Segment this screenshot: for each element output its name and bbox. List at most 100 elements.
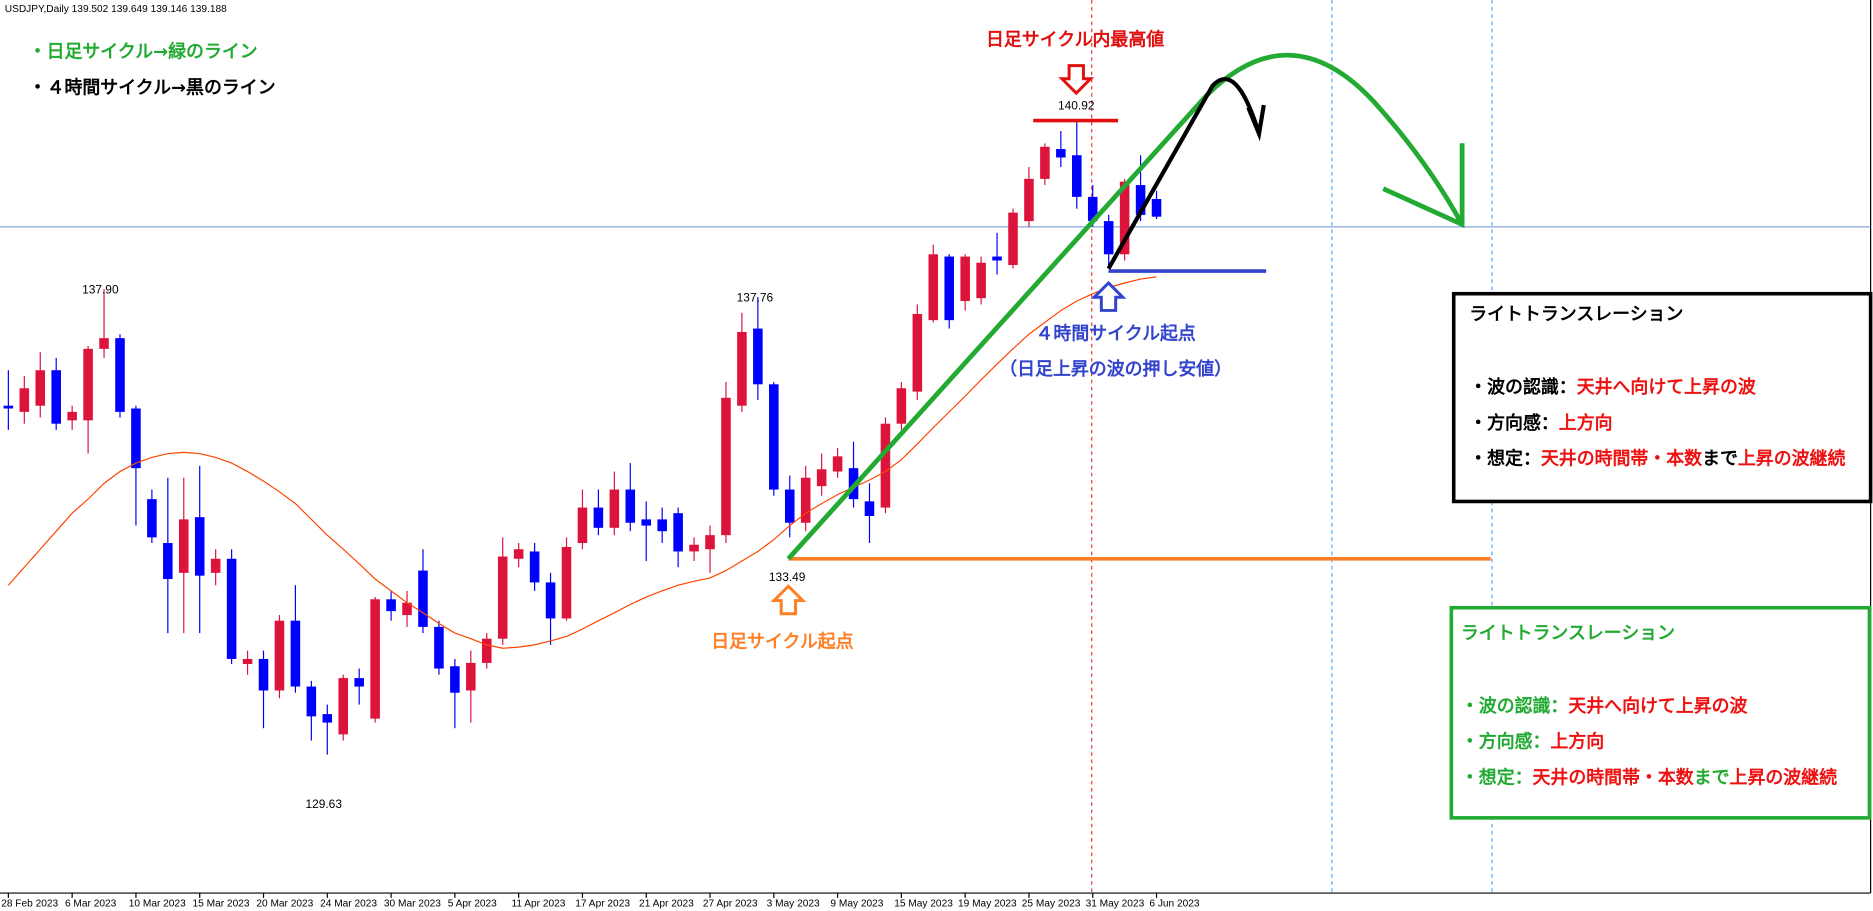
candle-body	[370, 599, 380, 719]
candle-body	[147, 499, 157, 538]
candle-body	[816, 469, 827, 487]
candle-body	[338, 678, 349, 735]
candle-body	[976, 262, 986, 299]
box-title: ライトトランスレーション	[1461, 623, 1675, 644]
candle-body	[497, 556, 508, 639]
candle-body	[242, 658, 253, 665]
box-segment: 上昇の波継続	[1738, 448, 1846, 470]
up-arrow	[770, 584, 807, 616]
x-tick-label: 5 Apr 2023	[448, 899, 497, 910]
candle-body	[67, 411, 77, 421]
note: ・４時間サイクル→黒のライン	[29, 77, 276, 98]
box-segment: ・想定：	[1469, 448, 1541, 470]
candle-body	[593, 507, 604, 528]
candle-body	[657, 519, 667, 532]
candle-body	[163, 543, 173, 580]
x-tick-label: 6 Mar 2023	[65, 899, 117, 910]
candle-body	[226, 558, 237, 659]
candle-body	[178, 519, 189, 573]
box-line: ・想定：天井の時間帯・本数まで上昇の波継続	[1469, 448, 1845, 470]
box-line: ・波の認識：天井へ向けて上昇の波	[1469, 376, 1756, 398]
x-tick-label: 3 May 2023	[767, 899, 820, 910]
candle-body	[1024, 178, 1034, 222]
candle-body	[274, 620, 285, 691]
candle-body	[131, 408, 141, 469]
candle-body	[513, 549, 524, 559]
candle-body	[1103, 221, 1114, 255]
box-line: ・方向感：上方向	[1469, 412, 1612, 434]
candle-body	[1135, 185, 1146, 215]
candle-body	[737, 331, 747, 406]
h4-cycle-line	[1106, 77, 1266, 270]
candle-body	[1072, 155, 1082, 197]
x-tick-label: 27 Apr 2023	[703, 899, 758, 910]
x-tick-label: 6 Jun 2023	[1149, 899, 1200, 910]
annotations	[770, 52, 1873, 820]
x-tick-label: 15 Mar 2023	[193, 899, 250, 910]
info-box	[1451, 291, 1873, 504]
candle-body	[1151, 199, 1162, 217]
moving-average	[7, 276, 1157, 649]
candle-body	[1056, 149, 1066, 158]
info-box	[1449, 605, 1872, 820]
down-arrow	[1058, 64, 1095, 96]
candle-body	[481, 638, 492, 663]
candle-body	[386, 599, 396, 612]
candle-body	[210, 558, 221, 573]
x-tick-label: 25 May 2023	[1022, 899, 1081, 910]
box-segment: まで	[1694, 767, 1730, 788]
x-tick-label: 11 Apr 2023	[511, 899, 565, 910]
price-label: 137.90	[82, 282, 119, 296]
candle-body	[1008, 212, 1018, 265]
candle-body	[354, 678, 364, 687]
box-segment: 上方向	[1550, 731, 1604, 753]
note: ・日足サイクル→緑のライン	[29, 41, 258, 63]
candle-body	[529, 551, 540, 583]
box-segment: ・波の認識：	[1469, 376, 1576, 398]
box-segment: ・方向感：	[1469, 412, 1559, 434]
candle-body	[705, 535, 715, 550]
plot-area	[3, 119, 1162, 898]
box-line: ・方向感：上方向	[1461, 731, 1604, 753]
x-tick-label: 9 May 2023	[830, 899, 883, 910]
candle-body	[115, 338, 125, 412]
candle-body	[19, 388, 30, 412]
price-label: 129.63	[305, 797, 342, 811]
candle-body	[322, 714, 333, 723]
candle-body	[960, 256, 970, 302]
candle-body	[99, 338, 109, 349]
candle-body	[912, 313, 923, 392]
candle-body	[418, 570, 428, 627]
candle-body	[784, 489, 795, 523]
x-tick-label: 28 Feb 2023	[1, 899, 58, 910]
x-tick-label: 15 May 2023	[894, 899, 953, 910]
candle-body	[450, 666, 460, 693]
candle-body	[673, 513, 683, 552]
candle-body	[3, 405, 14, 409]
box-segment: 天井へ向けて上昇の波	[1568, 695, 1747, 717]
box-title: ライトトランスレーション	[1469, 304, 1683, 325]
box-segment: ・方向感：	[1461, 731, 1551, 753]
box-segment: 上昇の波継続	[1730, 766, 1838, 788]
price-label: 140.92	[1058, 98, 1095, 112]
x-tick-label: 19 May 2023	[958, 899, 1017, 910]
candle-body	[466, 662, 476, 691]
x-tick-label: 30 Mar 2023	[384, 899, 441, 910]
price-label: 133.49	[769, 570, 806, 584]
candle-body	[832, 456, 843, 472]
annotation: （日足上昇の波の押し安値）	[999, 358, 1232, 380]
x-tick-label: 17 Apr 2023	[575, 899, 630, 910]
candle-body	[51, 370, 61, 424]
candle-body	[609, 489, 620, 528]
candle-body	[896, 388, 907, 424]
daily-cycle-line	[786, 52, 1465, 561]
candle-body	[290, 620, 301, 687]
box-segment: 天井の時間帯・本数	[1533, 766, 1694, 788]
candle-body	[721, 397, 731, 536]
candle-body	[545, 582, 556, 619]
candle-body	[194, 517, 205, 576]
box-segment: まで	[1702, 449, 1738, 470]
candle-body	[769, 384, 779, 490]
candle-body	[1040, 146, 1050, 179]
box-segment: ・想定：	[1461, 766, 1533, 788]
